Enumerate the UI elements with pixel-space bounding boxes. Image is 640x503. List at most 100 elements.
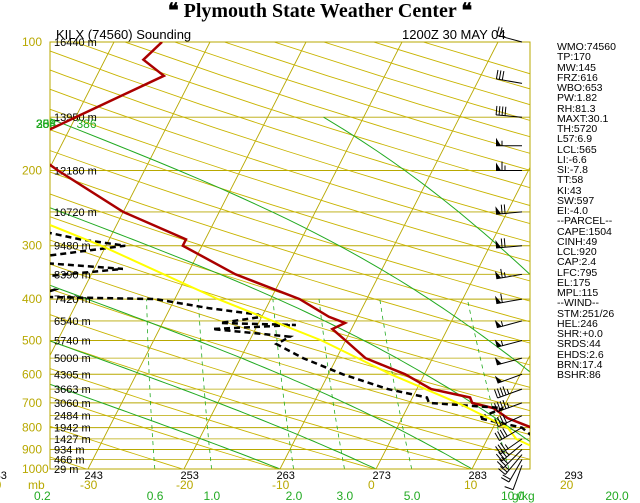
wind-barb-feather (500, 238, 503, 248)
wind-barb-staff (496, 211, 523, 215)
wind-barb (495, 204, 523, 215)
mixing-ratio-line (272, 299, 294, 469)
height-label: 5740 m (54, 335, 91, 347)
index-item: EHDS:2.6 (557, 349, 604, 360)
theta-tick-label: 273 (373, 470, 391, 482)
dry-adiabat-line (50, 50, 530, 206)
dry-adiabat-line (50, 69, 530, 225)
height-label: 7420 m (54, 294, 91, 306)
index-item: PW:1.82 (557, 93, 598, 104)
theta-tick-label: 233 (0, 470, 7, 482)
wind-barb-flag (494, 339, 502, 348)
wind-barb-flag (494, 319, 502, 328)
wind-barb-staff (496, 34, 523, 43)
mixing-ratio-line (146, 299, 156, 469)
wind-barb-staff (503, 449, 523, 469)
index-item: CINH:49 (557, 236, 598, 247)
background-lines (50, 42, 530, 469)
isotherm-line (50, 42, 115, 169)
wind-barb-staff (499, 427, 523, 442)
wind-barb (494, 400, 523, 413)
isotherm-line (183, 42, 403, 469)
dry-adiabat-line (50, 193, 530, 344)
stability-index-list: WMO:74560 TP:170 MW:145 FRZ:616 WBO:653 PW:1.… (557, 42, 640, 380)
mixing-ratio-tick-label: 1.0 (204, 489, 221, 503)
wind-barb-feather (504, 106, 507, 116)
isotherm-line (471, 354, 530, 469)
height-label: 3663 m (54, 384, 91, 396)
wind-barb-feather (498, 106, 501, 116)
dry-adiabat-line (50, 368, 375, 469)
wind-barb-feather (502, 428, 508, 437)
height-label: 934 m (54, 444, 85, 456)
index-item: CAP:2.4 (557, 257, 597, 268)
temperature-tick-label: -30 (80, 478, 98, 492)
moist-adiabat-line (323, 116, 530, 276)
mixing-ratio-line (198, 299, 212, 469)
pressure-tick-label: 100 (22, 35, 42, 49)
wind-barb-flag (494, 357, 502, 365)
index-item: STM:251/26 (557, 308, 615, 319)
wind-barb-half-feather (500, 340, 504, 346)
height-label: 10720 m (54, 207, 97, 219)
temperature-tick-label: 0 (368, 478, 375, 492)
title-text: Plymouth State Weather Center (183, 0, 457, 22)
index-item: MAXT:30.1 (557, 113, 609, 124)
moist-adiabat-line (50, 383, 281, 469)
wind-barb-half-feather (504, 466, 510, 471)
index-item: SHR:+0.0 (557, 329, 603, 340)
pressure-tick-label: 800 (22, 421, 42, 435)
height-label: 9480 m (54, 241, 91, 253)
mixing-ratio-tick-label: 10.0 (501, 489, 525, 503)
temperature-tick-label: 20 (560, 478, 574, 492)
height-label: 1427 m (54, 434, 91, 446)
wind-barb-feather (494, 432, 500, 441)
moist-adiabat-line (50, 284, 473, 469)
parcel-trace (50, 223, 530, 447)
wind-barb-feather (496, 417, 502, 426)
wind-barb-feather (496, 26, 500, 36)
wind-barb (495, 293, 523, 305)
wind-barb-feather (501, 106, 504, 116)
index-item: EI:-4.0 (557, 206, 588, 217)
isotherm-line (375, 166, 530, 469)
wind-barb-staff (501, 443, 523, 462)
wind-barb-feather (497, 431, 503, 440)
pressure-tick-label: 900 (22, 442, 42, 456)
index-item: SI:-7.8 (557, 165, 588, 176)
wind-barb-feather (496, 388, 501, 398)
wind-barb-flag (495, 240, 502, 248)
mixing-ratio-tick-label: 5.0 (404, 489, 421, 503)
wind-barb-feather (496, 461, 504, 469)
wind-barb (500, 459, 523, 483)
isotherm-line (87, 42, 307, 469)
theta-tick-label: 263 (277, 470, 295, 482)
wind-barb (496, 449, 523, 469)
wind-barb-staff (512, 465, 523, 490)
wind-barb (495, 137, 523, 147)
wind-barb-staff (497, 373, 523, 384)
wind-barb-half-feather (506, 402, 510, 408)
wind-barb-half-feather (505, 451, 510, 456)
wind-barb-flag (495, 206, 502, 215)
wind-barb-feather (501, 456, 509, 464)
wind-barb-feather (497, 444, 504, 453)
temperature-trace (50, 42, 530, 429)
wind-barb-column (494, 26, 523, 491)
pressure-tick-label: 500 (22, 333, 42, 347)
sounding-title: KILX (74560) Sounding (56, 27, 191, 42)
wind-barb-feather (502, 414, 508, 424)
wind-barb-staff (496, 339, 523, 348)
wind-barb-staff (496, 357, 523, 366)
wind-barb-staff (504, 454, 523, 475)
dry-adiabat-line (50, 108, 530, 262)
wind-barb-feather (499, 459, 507, 467)
wind-barb-flag (495, 295, 502, 304)
index-item: TT:58 (557, 175, 584, 186)
temperature-tick-label: -10 (272, 478, 290, 492)
sounding-time: 1200Z 30 MAY 04 (402, 27, 506, 42)
index-item: BRN:17.4 (557, 359, 603, 370)
wind-barb-feather (495, 446, 502, 455)
mixing-ratio-tick-label: 2.0 (286, 489, 303, 503)
decorative-glyph-right: ❝ (461, 0, 473, 22)
